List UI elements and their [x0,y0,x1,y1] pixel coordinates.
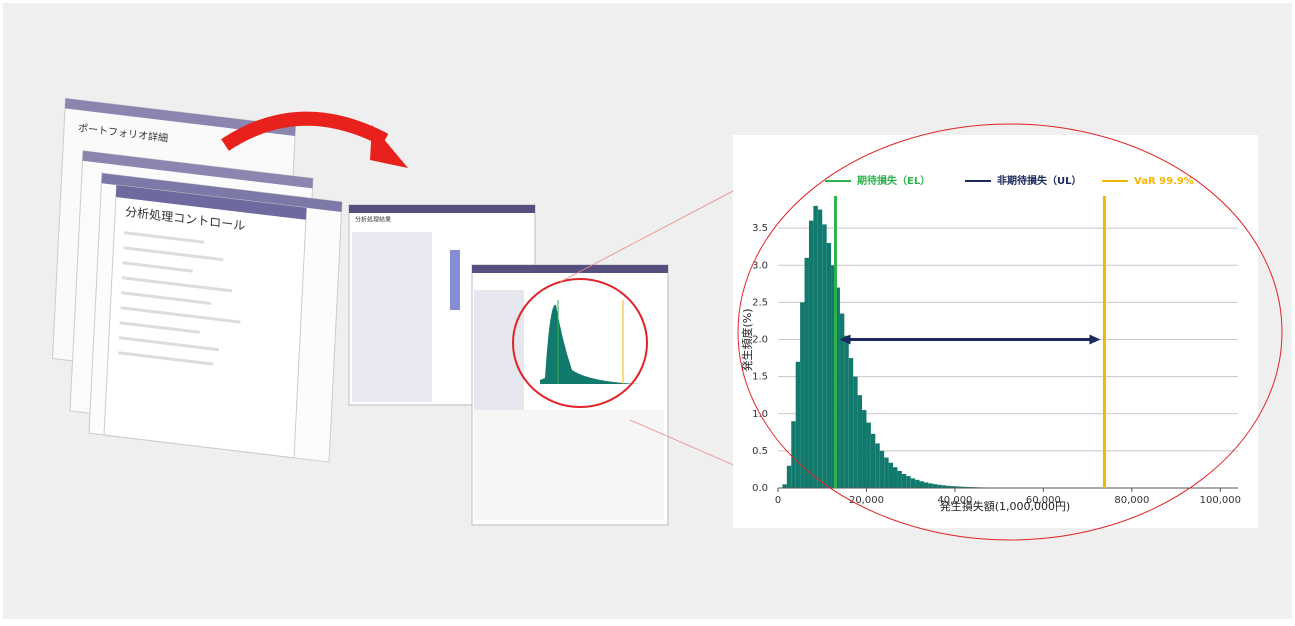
y-tick-label: 2.5 [752,297,768,308]
screen: ポートフォリオ詳細 分析処理コントロール 分析処理結果 [0,0,1295,622]
bar [800,302,804,488]
bar [809,221,813,488]
bar [893,467,897,488]
bar [889,463,893,488]
bar [906,476,910,488]
bar [924,482,928,488]
bar [902,474,906,488]
y-tick-label: 1.5 [752,372,768,383]
y-tick-label: 2.0 [752,335,768,346]
legend-label: 期待損失（EL） [857,174,930,187]
scatter-thumb [450,250,460,310]
bar [875,443,879,488]
panel [352,232,432,402]
window-header [349,205,535,213]
x-tick-label: 80,000 [1114,495,1149,506]
bar [805,258,809,488]
bar [862,410,866,488]
bar [880,451,884,488]
x-tick-label: 20,000 [849,495,884,506]
bar [928,483,932,488]
bar [844,336,848,488]
x-axis-label: 発生損失額(1,000,000円) [940,499,1071,513]
bar [782,484,786,488]
y-axis-label: 発生頻度(%) [740,308,754,371]
legend-label: 非期待損失（UL） [997,174,1082,187]
bar [897,471,901,488]
bar [796,362,800,488]
bar [911,478,915,488]
bar [787,466,791,488]
bar [853,377,857,488]
bar [915,480,919,488]
y-tick-label: 3.5 [752,223,768,234]
bar [827,243,831,488]
bar [818,210,822,488]
x-tick-label: 100,000 [1200,495,1241,506]
y-tick-label: 0.5 [752,446,768,457]
bar [858,395,862,488]
y-tick-label: 0.0 [752,483,768,494]
window-title: 分析処理結果 [355,216,391,224]
bar [933,484,937,488]
bar [813,206,817,488]
x-tick-label: 0 [775,495,781,506]
bar [920,481,924,488]
bar [871,434,875,488]
bar [791,421,795,488]
bar [884,458,888,488]
window-header [472,265,668,273]
table-thumb [474,410,664,520]
bar [866,423,870,488]
y-tick-label: 3.0 [752,260,768,271]
bar [849,358,853,488]
bar [822,224,826,488]
legend-label: VaR 99.9% [1134,176,1194,187]
